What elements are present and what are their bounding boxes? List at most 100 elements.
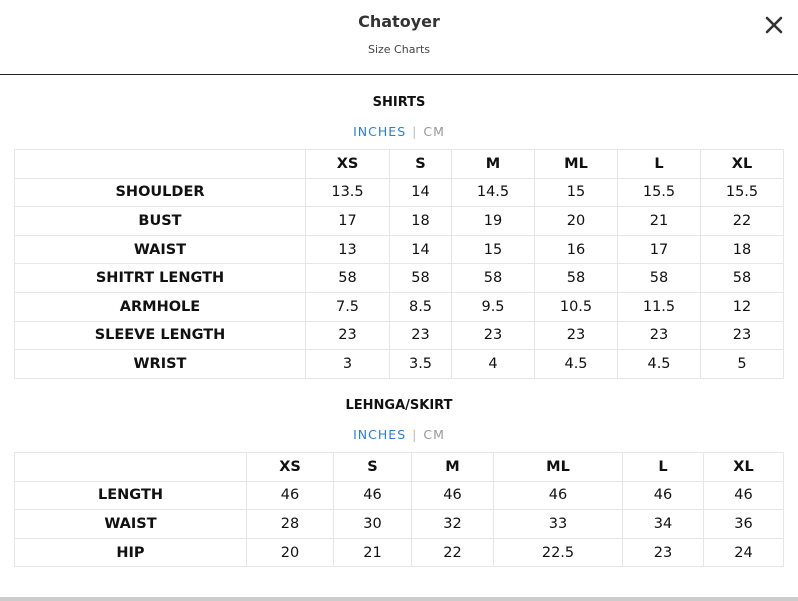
measure-value: 15.5 — [700, 177, 784, 208]
measure-value: 58 — [700, 263, 784, 293]
unit-separator: | — [412, 427, 418, 442]
measure-row: WRIST 3 3.5 4 4.5 4.5 5 — [14, 349, 784, 379]
measure-value: 4 — [451, 349, 535, 379]
measure-value: 23 — [700, 320, 784, 351]
measure-value: 21 — [333, 537, 412, 568]
unit-toggle: INCHES | CM — [0, 427, 798, 442]
modal-title: Chatoyer — [358, 12, 440, 31]
measure-row: ARMHOLE 7.5 8.5 9.5 10.5 11.5 12 — [14, 291, 784, 322]
measure-label: WAIST — [14, 509, 247, 539]
measure-value: 3.5 — [389, 349, 452, 379]
measure-value: 23 — [622, 537, 704, 568]
section-title: LEHNGA/SKIRT — [345, 398, 453, 413]
measure-value: 58 — [305, 263, 390, 293]
measure-value: 23 — [389, 320, 452, 351]
measure-label: WRIST — [14, 349, 306, 379]
measure-value: 33 — [493, 509, 623, 539]
unit-option[interactable]: INCHES — [353, 124, 407, 139]
measure-value: 23 — [451, 320, 535, 351]
size-header: ML — [493, 452, 623, 482]
corner-cell — [14, 149, 306, 179]
measure-value: 13.5 — [305, 177, 390, 208]
measure-value: 4.5 — [617, 349, 701, 379]
measure-label: LENGTH — [14, 480, 247, 511]
size-header: M — [411, 452, 494, 482]
header-divider — [0, 74, 798, 75]
measure-value: 28 — [246, 509, 334, 539]
size-header: L — [622, 452, 704, 482]
measure-value: 36 — [703, 509, 784, 539]
measure-value: 4.5 — [534, 349, 618, 379]
measure-value: 46 — [333, 480, 412, 511]
measure-label: BUST — [14, 206, 306, 236]
bottom-edge — [0, 597, 798, 601]
size-header: ML — [534, 149, 618, 179]
measure-value: 15 — [451, 234, 535, 265]
measure-value: 58 — [534, 263, 618, 293]
measure-row: BUST 17 18 19 20 21 22 — [14, 206, 784, 236]
measure-value: 46 — [246, 480, 334, 511]
close-button[interactable] — [765, 16, 783, 34]
measure-row: SHOULDER 13.5 14 14.5 15 15.5 15.5 — [14, 177, 784, 208]
measure-value: 5 — [700, 349, 784, 379]
measure-value: 23 — [534, 320, 618, 351]
measure-value: 46 — [411, 480, 494, 511]
measure-value: 23 — [617, 320, 701, 351]
unit-separator: | — [412, 124, 418, 139]
measure-value: 46 — [493, 480, 623, 511]
measure-value: 14 — [389, 177, 452, 208]
measure-value: 7.5 — [305, 291, 390, 322]
measure-row: SLEEVE LENGTH 23 23 23 23 23 23 — [14, 320, 784, 351]
size-header: S — [389, 149, 452, 179]
measure-value: 11.5 — [617, 291, 701, 322]
header-row: XS S M ML L XL — [14, 149, 784, 179]
measure-value: 17 — [617, 234, 701, 265]
size-header: S — [333, 452, 412, 482]
measure-value: 46 — [622, 480, 704, 511]
measure-value: 32 — [411, 509, 494, 539]
measure-value: 19 — [451, 206, 535, 236]
measure-value: 20 — [246, 537, 334, 568]
measure-value: 22.5 — [493, 537, 623, 568]
measure-value: 30 — [333, 509, 412, 539]
measure-value: 13 — [305, 234, 390, 265]
measure-value: 58 — [451, 263, 535, 293]
size-header: L — [617, 149, 701, 179]
measure-value: 22 — [700, 206, 784, 236]
measure-value: 10.5 — [534, 291, 618, 322]
measure-value: 14 — [389, 234, 452, 265]
unit-option[interactable]: INCHES — [353, 427, 407, 442]
measure-value: 24 — [703, 537, 784, 568]
section-title: SHIRTS — [372, 95, 426, 110]
measure-row: SHITRT LENGTH 58 58 58 58 58 58 — [14, 263, 784, 293]
measure-label: SHITRT LENGTH — [14, 263, 306, 293]
measure-value: 14.5 — [451, 177, 535, 208]
measure-row: WAIST 13 14 15 16 17 18 — [14, 234, 784, 265]
measure-label: HIP — [14, 537, 247, 568]
unit-option[interactable]: CM — [423, 427, 445, 442]
measure-value: 17 — [305, 206, 390, 236]
measure-value: 12 — [700, 291, 784, 322]
measure-value: 20 — [534, 206, 618, 236]
measure-value: 23 — [305, 320, 390, 351]
measure-label: SHOULDER — [14, 177, 306, 208]
measure-row: LENGTH 46 46 46 46 46 46 — [14, 480, 784, 511]
measure-value: 46 — [703, 480, 784, 511]
measure-value: 9.5 — [451, 291, 535, 322]
measure-value: 3 — [305, 349, 390, 379]
measure-value: 15 — [534, 177, 618, 208]
measure-value: 16 — [534, 234, 618, 265]
measure-value: 18 — [700, 234, 784, 265]
measure-value: 21 — [617, 206, 701, 236]
measure-value: 58 — [389, 263, 452, 293]
unit-option[interactable]: CM — [423, 124, 445, 139]
unit-toggle: INCHES | CM — [0, 124, 798, 139]
header-row: XS S M ML L XL — [14, 452, 784, 482]
measure-value: 8.5 — [389, 291, 452, 322]
size-header: M — [451, 149, 535, 179]
size-header: XL — [700, 149, 784, 179]
measure-label: SLEEVE LENGTH — [14, 320, 306, 351]
size-header: XS — [246, 452, 334, 482]
modal-subtitle: Size Charts — [367, 43, 431, 56]
